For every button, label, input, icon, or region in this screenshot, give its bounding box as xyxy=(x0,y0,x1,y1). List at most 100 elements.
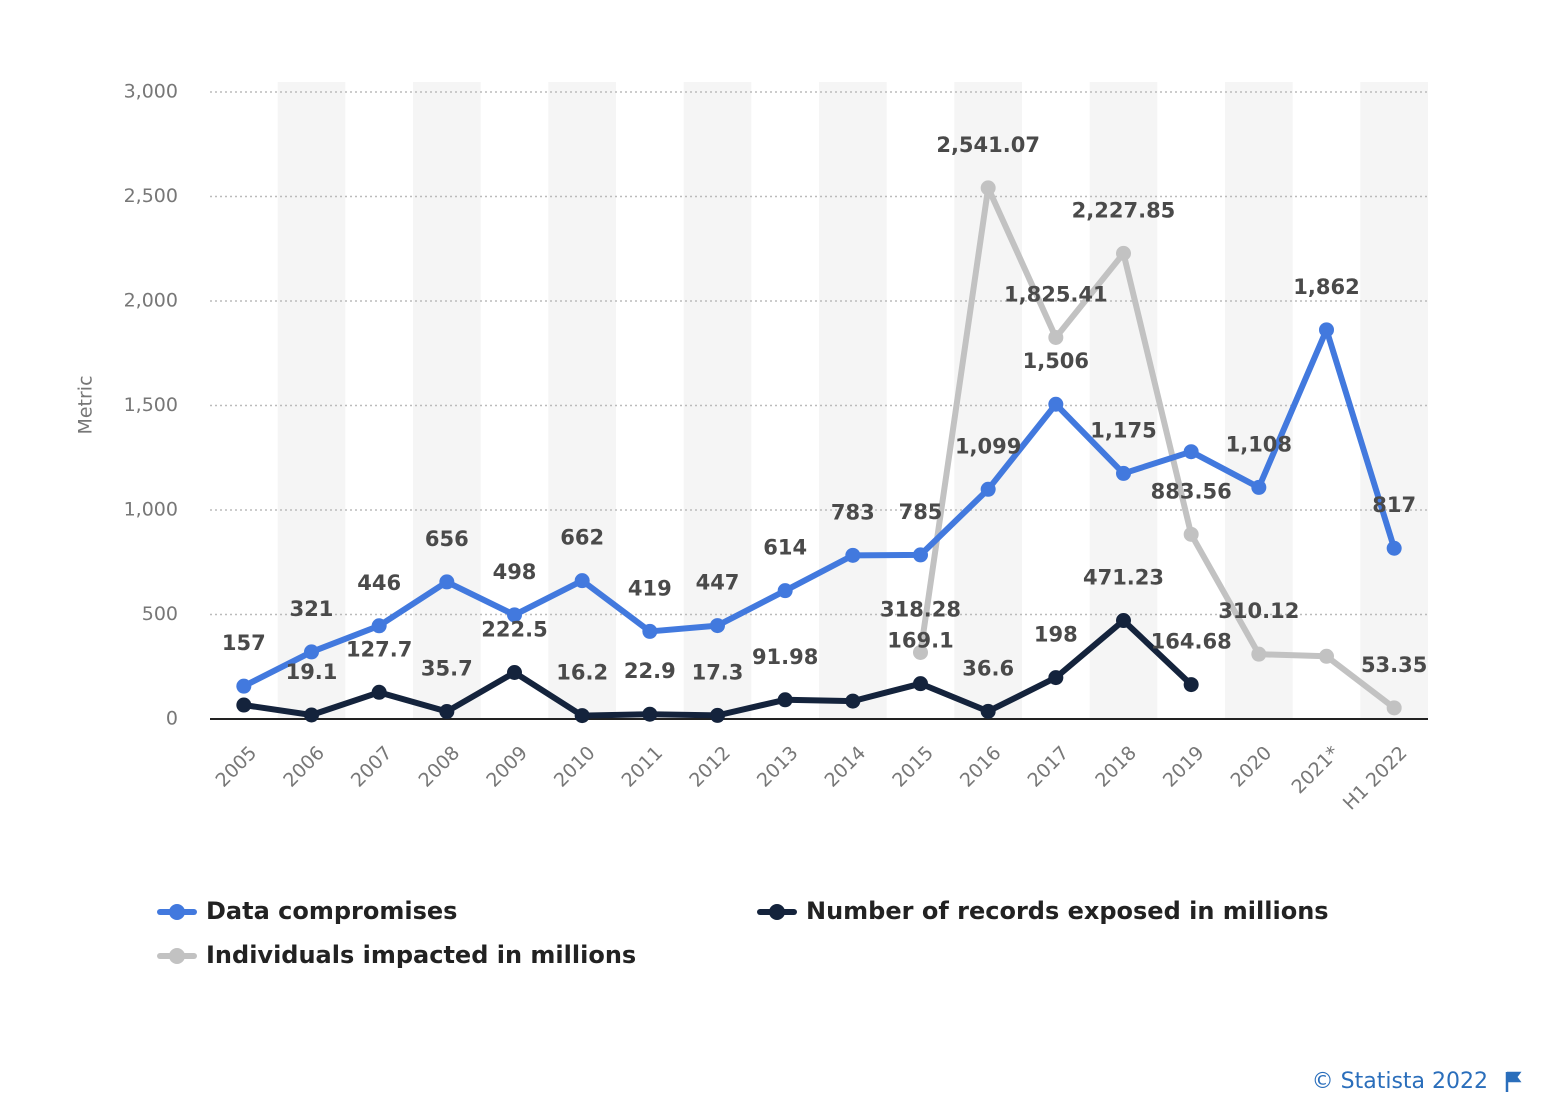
legend-label: Number of records exposed in millions xyxy=(806,897,1329,925)
data-point xyxy=(1183,526,1199,542)
data-label: 198 xyxy=(1034,623,1078,647)
legend-label: Individuals impacted in millions xyxy=(206,941,636,969)
data-label: 883.56 xyxy=(1151,479,1232,503)
data-label: 310.12 xyxy=(1218,599,1299,623)
y-tick-label: 500 xyxy=(142,603,178,625)
data-label: 614 xyxy=(763,536,807,560)
data-label: 447 xyxy=(696,571,740,595)
legend-dot xyxy=(769,904,785,920)
data-label: 91.98 xyxy=(752,645,818,669)
data-point xyxy=(710,618,725,634)
column-band xyxy=(1089,82,1158,719)
data-label: 16.2 xyxy=(556,661,608,685)
legend-label: Data compromises xyxy=(206,897,457,925)
data-label: 1,506 xyxy=(1023,349,1089,373)
series-line xyxy=(242,326,1398,689)
data-label: 318.28 xyxy=(880,597,961,621)
data-label: 656 xyxy=(425,527,469,551)
data-point xyxy=(1386,540,1402,556)
data-point xyxy=(574,708,590,724)
data-label: 22.9 xyxy=(624,659,676,683)
data-label: 35.7 xyxy=(421,657,473,681)
data-point xyxy=(1386,700,1402,716)
data-label: 2,541.07 xyxy=(936,133,1040,157)
data-point xyxy=(980,481,996,497)
legend-dot xyxy=(169,904,185,920)
data-label: 1,862 xyxy=(1293,275,1359,299)
data-point xyxy=(304,707,319,723)
data-label: 2,227.85 xyxy=(1072,198,1176,222)
data-point xyxy=(507,607,522,623)
data-point xyxy=(845,547,861,563)
data-label: 1,175 xyxy=(1090,418,1156,442)
column-band xyxy=(277,82,346,719)
data-label: 817 xyxy=(1372,493,1416,517)
column-band xyxy=(413,82,481,719)
data-label: 19.1 xyxy=(286,660,338,684)
data-point xyxy=(642,623,658,639)
data-label: 127.7 xyxy=(346,637,412,661)
data-label: 446 xyxy=(357,571,401,595)
data-label: 785 xyxy=(899,500,943,524)
data-label: 164.68 xyxy=(1151,630,1232,654)
data-label: 1,108 xyxy=(1226,432,1292,456)
data-label: 1,099 xyxy=(955,434,1021,458)
data-point xyxy=(1251,646,1267,662)
data-point xyxy=(439,574,455,590)
y-tick-label: 1,000 xyxy=(124,499,178,521)
y-tick-label: 3,000 xyxy=(124,81,178,103)
data-point xyxy=(980,180,996,196)
data-label: 222.5 xyxy=(481,617,547,641)
data-point xyxy=(236,678,252,694)
column-band xyxy=(548,82,616,719)
data-point xyxy=(439,704,455,720)
data-point xyxy=(777,692,793,708)
y-tick-label: 2,000 xyxy=(124,290,178,312)
data-point xyxy=(1116,465,1131,481)
data-label: 53.35 xyxy=(1361,653,1427,677)
data-label: 783 xyxy=(831,500,875,524)
data-point xyxy=(777,583,793,599)
data-point xyxy=(371,684,387,700)
y-tick-label: 2,500 xyxy=(124,185,178,207)
data-point xyxy=(1048,396,1064,412)
data-label: 471.23 xyxy=(1083,566,1164,590)
data-point xyxy=(980,703,996,719)
column-band xyxy=(819,82,887,719)
column-band xyxy=(1225,82,1293,719)
data-point xyxy=(642,706,658,722)
data-point xyxy=(913,676,928,692)
y-tick-label: 0 xyxy=(166,708,178,730)
data-label: 321 xyxy=(290,597,334,621)
y-axis-label: Metric xyxy=(75,375,97,434)
data-point xyxy=(913,547,928,563)
data-point xyxy=(1251,479,1267,495)
series-line xyxy=(917,184,1396,711)
data-point xyxy=(507,664,522,680)
data-label: 498 xyxy=(493,560,537,584)
data-point xyxy=(1048,329,1064,345)
data-point xyxy=(1116,245,1131,261)
data-label: 17.3 xyxy=(692,660,744,684)
data-point xyxy=(1183,677,1199,693)
data-point xyxy=(371,618,387,634)
legend-dot xyxy=(169,948,185,964)
data-point xyxy=(710,707,725,723)
data-point xyxy=(1319,648,1334,664)
data-point xyxy=(1319,322,1334,338)
credit[interactable]: © Statista 2022 xyxy=(1312,1069,1488,1094)
data-label: 1,825.41 xyxy=(1004,282,1108,306)
data-label: 157 xyxy=(222,631,266,655)
column-band xyxy=(954,82,1022,719)
flag-icon[interactable] xyxy=(1505,1071,1522,1092)
data-label: 36.6 xyxy=(962,656,1014,680)
column-band xyxy=(1360,82,1428,719)
data-point xyxy=(1116,613,1131,629)
data-point xyxy=(1048,670,1064,686)
data-point xyxy=(236,697,252,713)
data-label: 419 xyxy=(628,576,672,600)
data-point xyxy=(845,693,861,709)
data-label: 169.1 xyxy=(887,629,953,653)
